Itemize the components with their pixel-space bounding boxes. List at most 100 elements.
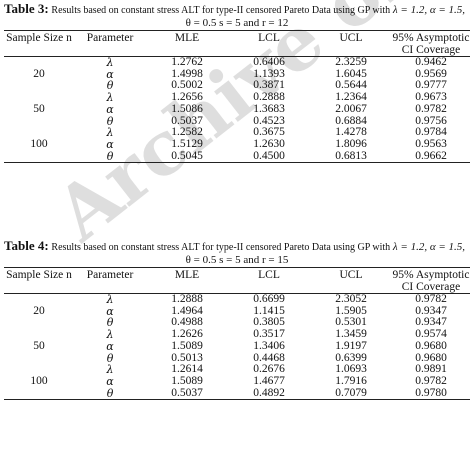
parameter-cell: α	[106, 137, 114, 151]
table-row: θ 0.5002 0.3871 0.5644 0.9777	[4, 80, 470, 92]
ucl-cell: 0.6884	[335, 114, 367, 127]
sample-size-cell	[4, 151, 74, 163]
coverage-cell: 0.9780	[415, 386, 447, 399]
parameter-cell: θ	[106, 351, 114, 365]
ucl-cell: 2.0067	[335, 102, 367, 115]
mle-cell: 0.5037	[171, 386, 203, 399]
coverage-cell: 0.9782	[415, 374, 447, 387]
lcl-cell: 0.2888	[253, 91, 285, 104]
sample-size-cell: 100	[30, 374, 48, 387]
coverage-cell: 0.9563	[415, 137, 447, 150]
table-row: λ 1.2888 0.6699 2.3052 0.9782	[4, 293, 470, 306]
lcl-cell: 0.6406	[253, 56, 285, 68]
sample-size-cell: 20	[33, 304, 45, 317]
table-3-title: Results based on constant stress ALT for…	[51, 5, 391, 16]
parameter-cell: α	[106, 304, 114, 318]
table-4-body: λ 1.2888 0.6699 2.3052 0.9782 20 α 1.4964 1.1415…	[4, 293, 470, 400]
sample-size-cell: 100	[30, 137, 48, 150]
header-parameter: Parameter	[86, 32, 134, 44]
ucl-cell: 1.6045	[335, 67, 367, 80]
table-3-label: Table 3:	[4, 1, 49, 16]
sample-size-cell	[4, 116, 74, 128]
coverage-cell: 0.9569	[415, 67, 447, 80]
table-row: 100 α 1.5089 1.4677 1.7916 0.9782	[4, 374, 470, 388]
header-sample-size: Sample Size n	[6, 269, 72, 281]
ucl-cell: 2.3052	[335, 293, 367, 305]
ucl-cell: 2.3259	[335, 56, 367, 68]
ucl-cell: 1.3459	[335, 328, 367, 341]
parameter-cell: λ	[106, 91, 114, 105]
sample-size-cell: 20	[33, 67, 45, 80]
lcl-cell: 1.3406	[253, 339, 285, 352]
ucl-cell: 1.0693	[335, 363, 367, 376]
lcl-cell: 0.2676	[253, 363, 285, 376]
parameter-cell: λ	[106, 363, 114, 377]
table-row: θ 0.5037 0.4523 0.6884 0.9756	[4, 114, 470, 128]
lcl-cell: 1.1415	[253, 304, 285, 317]
table-3-body: λ 1.2762 0.6406 2.3259 0.9462 20 α 1.4998 1.1393…	[4, 56, 470, 163]
table-row: λ 1.2762 0.6406 2.3259 0.9462	[4, 56, 470, 69]
header-parameter: Parameter	[86, 269, 134, 281]
coverage-cell: 0.9347	[415, 316, 447, 329]
coverage-cell: 0.9662	[415, 149, 447, 162]
ucl-cell: 1.9197	[335, 339, 367, 352]
table-3-line2: θ = 0.5 s = 5 and r = 12	[185, 17, 289, 29]
ucl-cell: 1.7916	[335, 374, 367, 387]
table-row: λ 1.2614 0.2676 1.0693 0.9891	[4, 364, 470, 376]
sample-size-cell: 50	[33, 339, 45, 352]
lcl-cell: 0.3517	[253, 328, 285, 341]
lcl-cell: 0.3805	[253, 316, 285, 329]
table-row: 100 α 1.5129 1.2630 1.8096 0.9563	[4, 137, 470, 151]
coverage-cell: 0.9347	[415, 304, 447, 317]
table-3-section: Table 3: Results based on constant stres…	[0, 0, 474, 163]
table-row: θ 0.4988 0.3805 0.5301 0.9347	[4, 317, 470, 329]
mle-cell: 0.5013	[171, 351, 203, 364]
table-row: θ 0.5045 0.4500 0.6813 0.9662	[4, 149, 470, 163]
mle-cell: 1.4998	[171, 67, 203, 80]
table-row: θ 0.5037 0.4892 0.7079 0.9780	[4, 386, 470, 400]
header-lcl: LCL	[258, 32, 280, 44]
lcl-cell: 0.4523	[253, 114, 285, 127]
header-coverage: 95% Asymptotic CI Coverage	[392, 269, 470, 293]
table-4-header-row: Sample Size n Parameter MLE LCL UCL 95% …	[4, 267, 470, 294]
table-4-title: Results based on constant stress ALT for…	[51, 242, 391, 253]
coverage-cell: 0.9673	[415, 91, 447, 104]
header-lcl: LCL	[258, 269, 280, 281]
table-3: Sample Size n Parameter MLE LCL UCL 95% …	[4, 30, 470, 163]
mle-cell: 1.2656	[171, 91, 203, 104]
parameter-cell: λ	[106, 293, 114, 306]
parameter-cell: λ	[106, 56, 114, 69]
mle-cell: 1.2888	[171, 293, 203, 305]
sample-size-cell	[4, 388, 74, 400]
lcl-cell: 1.1393	[253, 67, 285, 80]
sample-size-cell: 50	[33, 102, 45, 115]
header-mle: MLE	[174, 32, 200, 44]
coverage-cell: 0.9680	[415, 339, 447, 352]
parameter-cell: α	[106, 374, 114, 388]
coverage-cell: 0.9680	[415, 351, 447, 364]
mle-cell: 1.2614	[171, 363, 203, 376]
parameter-cell: λ	[106, 328, 114, 342]
ucl-cell: 0.5644	[335, 79, 367, 92]
table-4-caption: Table 4: Results based on constant stres…	[0, 239, 474, 267]
header-ucl: UCL	[339, 269, 363, 281]
ucl-cell: 0.5301	[335, 316, 367, 329]
coverage-cell: 0.9891	[415, 363, 447, 376]
table-row: θ 0.5013 0.4468 0.6399 0.9680	[4, 351, 470, 365]
ucl-cell: 1.4278	[335, 126, 367, 139]
lcl-cell: 1.3683	[253, 102, 285, 115]
mle-cell: 0.5002	[171, 79, 203, 92]
coverage-cell: 0.9784	[415, 126, 447, 139]
ucl-cell: 1.8096	[335, 137, 367, 150]
table-row: 50 α 1.5089 1.3406 1.9197 0.9680	[4, 339, 470, 353]
table-4-section: Table 4: Results based on constant stres…	[0, 239, 474, 400]
parameter-cell: λ	[106, 126, 114, 140]
mle-cell: 1.5089	[171, 374, 203, 387]
sample-size-cell	[4, 317, 74, 329]
ucl-cell: 1.5905	[335, 304, 367, 317]
lcl-cell: 1.4677	[253, 374, 285, 387]
ucl-cell: 1.2364	[335, 91, 367, 104]
mle-cell: 1.5086	[171, 102, 203, 115]
ucl-cell: 0.6813	[335, 149, 367, 162]
mle-cell: 0.4988	[171, 316, 203, 329]
